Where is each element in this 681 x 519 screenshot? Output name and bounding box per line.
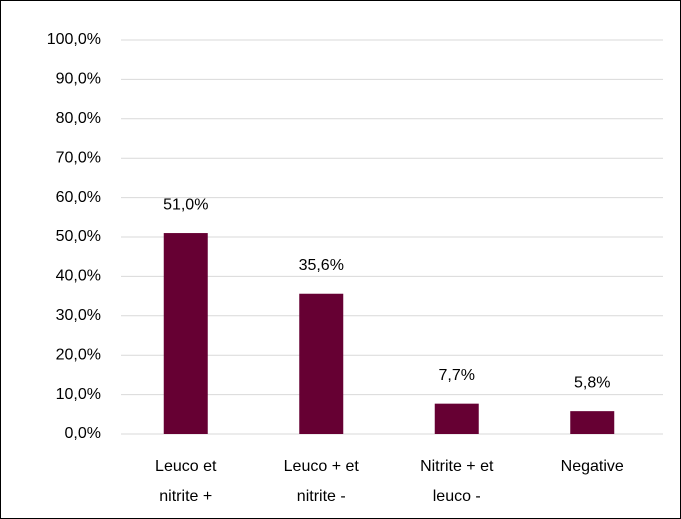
bar	[434, 403, 479, 434]
y-tick-label: 80,0%	[56, 110, 101, 127]
y-tick-label: 20,0%	[56, 346, 101, 363]
y-tick-label: 10,0%	[56, 386, 101, 403]
bar	[163, 233, 208, 434]
y-tick-label: 100,0%	[47, 31, 101, 48]
bar	[570, 411, 615, 434]
data-label: 7,7%	[439, 367, 475, 384]
data-label: 35,6%	[299, 257, 344, 274]
bar	[299, 293, 344, 434]
y-tick-label: 30,0%	[56, 307, 101, 324]
y-tick-label: 60,0%	[56, 189, 101, 206]
y-tick-label: 50,0%	[56, 228, 101, 245]
data-label: 5,8%	[574, 374, 610, 391]
y-tick-label: 90,0%	[56, 71, 101, 88]
y-tick-label: 0,0%	[65, 425, 101, 442]
x-tick-label: Negative	[561, 458, 624, 475]
x-tick-label: Nitrite + et leuco -	[420, 458, 494, 505]
x-tick-label: Leuco + et nitrite -	[284, 458, 360, 505]
y-tick-label: 70,0%	[56, 149, 101, 166]
y-tick-label: 40,0%	[56, 268, 101, 285]
x-tick-label: Leuco et nitrite +	[155, 458, 217, 505]
data-label: 51,0%	[163, 196, 208, 213]
